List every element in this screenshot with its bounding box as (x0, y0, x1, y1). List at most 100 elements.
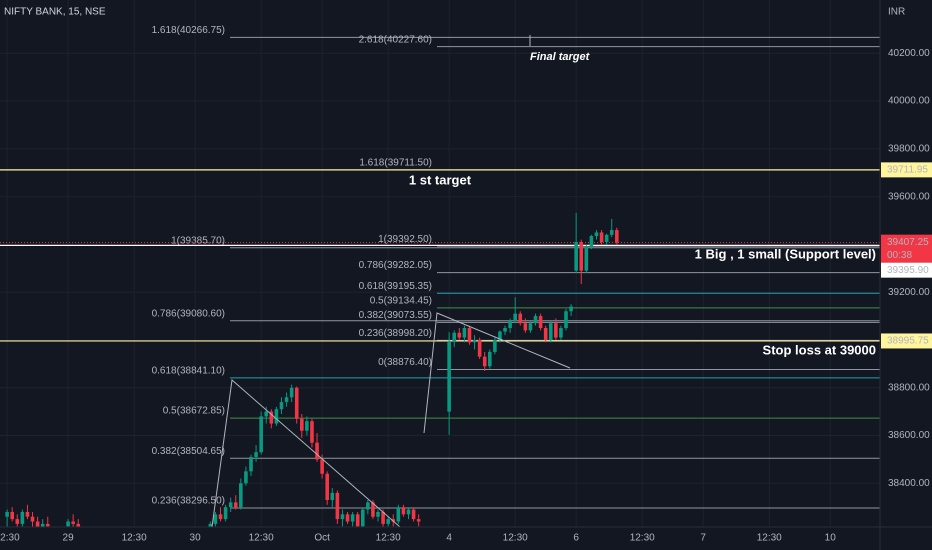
candle-body (340, 514, 345, 520)
annotation: 1 Big , 1 small (Support level) (695, 246, 876, 261)
fib-label: 1.618(40266.75) (152, 25, 225, 36)
candle-body (503, 328, 507, 332)
y-tick-label: 40000.00 (888, 96, 930, 107)
candle-body (279, 402, 284, 410)
candle-body (228, 502, 233, 508)
candle-body (604, 234, 609, 242)
candle-body (513, 313, 517, 321)
candle-body (498, 331, 502, 340)
candle-body (320, 459, 324, 474)
y-tick-label: 40200.00 (888, 48, 930, 59)
candle-body (289, 387, 294, 398)
fib-label: 0.618(39195.35) (359, 281, 432, 292)
annotation: 1 st target (409, 172, 472, 187)
grid (0, 0, 880, 527)
candle-body (579, 241, 584, 271)
x-tick-label: 29 (63, 533, 75, 544)
candle-body (66, 521, 70, 527)
fib-label: 0.786(39080.60) (152, 308, 225, 319)
axes: 12:30 29 12:30 30 12:30 Oct 12:30 4 12:30 6 12:30 7… (0, 48, 932, 544)
candle-body (30, 516, 35, 522)
x-tick-label: 12:30 (630, 533, 655, 544)
x-tick-label: 6 (573, 533, 579, 544)
candle-body (457, 332, 462, 338)
candle-body (5, 511, 9, 517)
candle-body (493, 339, 497, 352)
y-tick-label: 38800.00 (888, 382, 930, 393)
candle-body (564, 311, 568, 329)
fib-label: 0.786(39282.05) (359, 260, 432, 271)
fib-label: 1(39392.50) (378, 234, 432, 245)
x-tick-label: 12:30 (503, 533, 528, 544)
fib-label: 0(38876.40) (378, 357, 432, 368)
candle-body (594, 232, 599, 237)
candle-body (254, 452, 258, 458)
candle-body (45, 523, 50, 527)
candle-body (305, 421, 309, 431)
y-tick-label: 38400.00 (888, 478, 930, 489)
candle-body (411, 509, 416, 520)
y-tick-label: 39800.00 (888, 143, 930, 154)
candle-body (386, 519, 390, 524)
fib-label: 0.236(38296.50) (152, 496, 225, 507)
candle-body (467, 328, 472, 343)
fib-label: 0.5(38672.85) (163, 406, 225, 417)
candle-body (218, 514, 223, 520)
price-label: 39395.90 (887, 265, 929, 276)
candle-body (452, 332, 457, 342)
candle-body (482, 356, 487, 367)
candle-body (239, 483, 243, 508)
candle-body (599, 232, 604, 242)
candle-body (294, 387, 299, 419)
candle-body (548, 323, 553, 340)
x-tick-label: 12:30 (249, 533, 274, 544)
fib-label: 0.5(39134.45) (370, 295, 432, 306)
candle-body (300, 418, 304, 431)
candle-body (15, 519, 20, 524)
candle-body (310, 421, 314, 443)
candle-body (284, 397, 289, 403)
price-label-box (881, 234, 932, 263)
price-label-box (881, 162, 932, 178)
trend-lines (211, 35, 571, 527)
candle-body (325, 473, 330, 501)
candle-body (518, 313, 523, 324)
candle-body (381, 511, 385, 524)
candle-body (487, 351, 492, 367)
symbol-title: NIFTY BANK, 15, NSE (4, 7, 106, 18)
x-tick-label: 12:30 (122, 533, 147, 544)
trend-line (423, 312, 571, 434)
candle-body (508, 320, 512, 329)
candle-body (233, 502, 238, 508)
price-label: 39711.95 (887, 165, 928, 176)
candle-body (259, 416, 263, 453)
candle-body (315, 442, 319, 460)
y-tick-label: 39600.00 (888, 191, 930, 202)
annotation: Stop loss at 39000 (763, 342, 876, 357)
candle-body (477, 339, 482, 357)
candle-body (35, 521, 40, 527)
candle-body (223, 507, 228, 520)
candle-body (523, 323, 528, 331)
price-label: 00:38 (887, 250, 912, 261)
candle-body (609, 230, 614, 235)
fib-label: 0.382(38504.65) (152, 446, 225, 457)
x-tick-label: 12:30 (376, 533, 401, 544)
candle-body (366, 502, 370, 510)
candle-body (274, 409, 279, 424)
candle-body (360, 509, 365, 527)
candle-body (472, 339, 477, 343)
fib-label: 1(39385.70) (171, 235, 225, 246)
x-tick-label: Oct (314, 533, 330, 544)
candle-body (406, 509, 411, 515)
candle-body (554, 323, 558, 338)
candles (5, 212, 619, 527)
x-tick-label: 12:30 (0, 533, 20, 544)
x-tick-label: 30 (190, 533, 202, 544)
fib-label: 0.236(38998.20) (359, 328, 432, 339)
candle-body (569, 306, 573, 312)
candle-body (538, 316, 543, 329)
y-tick-label: 39200.00 (888, 287, 930, 298)
candle-body (528, 323, 533, 331)
